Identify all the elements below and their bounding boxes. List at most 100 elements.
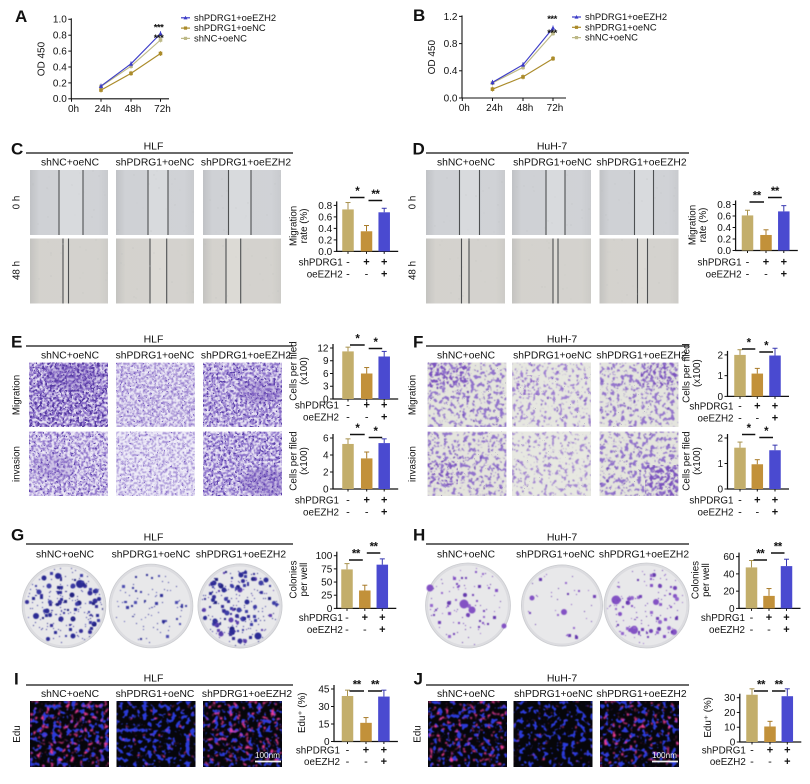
svg-text:shPDRG1: shPDRG1	[295, 496, 339, 507]
svg-text:shPDRG1+oeEZH2: shPDRG1+oeEZH2	[596, 351, 686, 362]
svg-text:+: +	[381, 400, 387, 412]
svg-text:**: **	[757, 680, 766, 692]
svg-text:+: +	[772, 495, 778, 507]
svg-text:shPDRG1+oeNC: shPDRG1+oeNC	[585, 21, 657, 32]
svg-text:0: 0	[717, 392, 723, 403]
svg-text:shPDRG1+oeNC: shPDRG1+oeNC	[116, 158, 195, 169]
svg-text:+: +	[781, 257, 787, 269]
svg-text:***: ***	[547, 14, 557, 25]
svg-text:100nm: 100nm	[255, 751, 280, 760]
svg-text:+: +	[381, 257, 387, 269]
svg-text:shPDRG1+oeNC: shPDRG1+oeNC	[112, 550, 191, 561]
svg-text:Migration: Migration	[12, 375, 23, 415]
svg-text:***: ***	[154, 23, 164, 34]
svg-text:30: 30	[724, 693, 736, 704]
svg-text:50: 50	[321, 577, 333, 588]
svg-text:24h: 24h	[486, 103, 503, 114]
svg-text:6: 6	[323, 369, 329, 380]
svg-text:E: E	[11, 333, 22, 352]
svg-text:shPDRG1: shPDRG1	[689, 402, 733, 413]
svg-text:shPDRG1+oeNC: shPDRG1+oeNC	[514, 689, 593, 700]
svg-text:0h: 0h	[459, 103, 470, 114]
svg-text:0.6: 0.6	[717, 211, 731, 222]
svg-text:-: -	[346, 269, 350, 281]
svg-text:(x100): (x100)	[299, 357, 310, 385]
svg-text:oeEZH2: oeEZH2	[304, 757, 340, 768]
svg-text:(x100): (x100)	[299, 447, 310, 475]
svg-text:shPDRG1+oeNC: shPDRG1+oeNC	[516, 550, 595, 561]
svg-text:shPDRG1: shPDRG1	[299, 258, 343, 269]
svg-text:**: **	[352, 549, 361, 561]
svg-text:3: 3	[323, 382, 329, 393]
svg-text:(x100): (x100)	[692, 359, 703, 387]
svg-text:0.8: 0.8	[444, 39, 458, 50]
svg-text:shPDRG1+oeEZH2: shPDRG1+oeEZH2	[201, 158, 291, 169]
svg-text:*: *	[747, 423, 752, 435]
svg-text:Migration: Migration	[408, 375, 419, 415]
svg-text:-: -	[346, 756, 350, 768]
svg-text:*: *	[373, 337, 378, 349]
svg-text:+: +	[763, 257, 769, 269]
svg-text:+: +	[362, 612, 368, 624]
svg-text:60: 60	[723, 552, 735, 563]
svg-text:-: -	[346, 507, 350, 519]
svg-text:-: -	[755, 507, 759, 519]
svg-text:72h: 72h	[547, 103, 564, 114]
svg-text:invasion: invasion	[12, 446, 23, 482]
svg-text:**: **	[371, 189, 380, 201]
svg-text:10: 10	[724, 723, 736, 734]
svg-text:+: +	[784, 756, 790, 768]
svg-text:A: A	[15, 7, 27, 26]
svg-text:shPDRG1+oeEZH2: shPDRG1+oeEZH2	[585, 11, 667, 22]
svg-text:-: -	[346, 400, 350, 412]
svg-text:*: *	[764, 426, 769, 438]
svg-text:30: 30	[318, 702, 330, 713]
svg-text:**: **	[753, 191, 762, 203]
svg-text:-: -	[750, 624, 754, 636]
svg-text:40: 40	[723, 569, 735, 580]
svg-text:shPDRG1: shPDRG1	[701, 613, 745, 624]
svg-text:-: -	[750, 612, 754, 624]
svg-text:**: **	[756, 549, 765, 561]
svg-text:oeEZH2: oeEZH2	[710, 757, 746, 768]
svg-text:+: +	[363, 745, 369, 757]
svg-text:-: -	[738, 401, 742, 413]
svg-text:0h: 0h	[68, 104, 79, 115]
svg-text:+: +	[772, 413, 778, 425]
svg-text:shPDRG1+oeNC: shPDRG1+oeNC	[116, 351, 195, 362]
svg-text:shNC+oeNC: shNC+oeNC	[36, 550, 95, 561]
svg-text:(x100): (x100)	[692, 447, 703, 475]
svg-text:+: +	[363, 400, 369, 412]
svg-text:-: -	[364, 756, 368, 768]
svg-text:0 h: 0 h	[408, 196, 419, 210]
svg-text:OD 450: OD 450	[427, 40, 438, 75]
svg-text:*: *	[764, 341, 769, 353]
svg-text:shNC+oeNC: shNC+oeNC	[437, 689, 496, 700]
svg-text:Migration: Migration	[688, 205, 699, 245]
svg-text:**: **	[775, 680, 784, 692]
svg-text:shPDRG1+oeNC: shPDRG1+oeNC	[513, 158, 592, 169]
svg-text:+: +	[381, 412, 387, 424]
svg-text:shPDRG1+oeEZH2: shPDRG1+oeEZH2	[596, 158, 686, 169]
svg-text:-: -	[755, 413, 759, 425]
svg-text:oeEZH2: oeEZH2	[307, 625, 343, 636]
svg-text:+: +	[381, 745, 387, 757]
svg-text:*: *	[355, 334, 360, 346]
svg-text:0.4: 0.4	[717, 223, 731, 234]
svg-text:+: +	[381, 269, 387, 281]
svg-text:72h: 72h	[154, 104, 171, 115]
svg-text:B: B	[413, 6, 425, 25]
svg-text:15: 15	[318, 719, 330, 730]
svg-text:-: -	[346, 495, 350, 507]
svg-text:0.8: 0.8	[717, 200, 731, 211]
svg-text:+: +	[783, 624, 789, 636]
svg-text:100nm: 100nm	[652, 751, 677, 760]
svg-text:shPDRG1+oeEZH2: shPDRG1+oeEZH2	[596, 689, 686, 700]
svg-text:-: -	[764, 269, 768, 281]
svg-text:Cells per filed: Cells per filed	[682, 343, 693, 402]
svg-text:Cells per filed: Cells per filed	[289, 431, 300, 490]
svg-text:0: 0	[327, 604, 333, 615]
svg-text:oeEZH2: oeEZH2	[303, 413, 339, 424]
svg-text:oeEZH2: oeEZH2	[706, 270, 742, 281]
svg-text:20: 20	[724, 708, 736, 719]
